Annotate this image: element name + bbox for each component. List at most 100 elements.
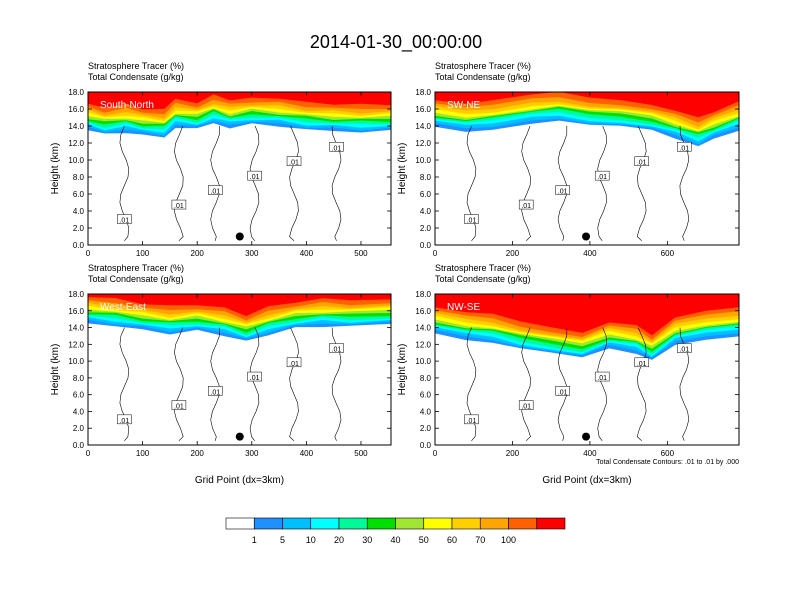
y-tick-label: 18.0 (68, 88, 84, 97)
colorbar-swatch (366, 517, 396, 530)
contour-label-box (677, 343, 692, 353)
section-label: South-North (100, 100, 154, 111)
y-tick-label: 12.0 (415, 340, 431, 349)
plot-area: .01 .01 .01 .01 .01 .01 West-East (88, 294, 391, 445)
y-tick-label: 6.0 (420, 391, 432, 400)
contour-label: .01 (250, 375, 260, 382)
y-tick-label: 14.0 (415, 324, 431, 333)
contour-label-box (171, 199, 187, 210)
colorbar-label: 40 (390, 535, 400, 545)
contour-label-box (518, 400, 534, 410)
x-tick-label: 600 (661, 449, 675, 458)
contour-label: .01 (467, 218, 477, 225)
contour-label: .01 (521, 203, 531, 210)
y-tick-label: 12.0 (68, 340, 84, 349)
colorbar-swatch (282, 517, 312, 530)
contour-label-box (634, 357, 649, 368)
y-tick-label: 16.0 (415, 105, 431, 114)
contour-label-box (634, 156, 649, 166)
contour-label: .01 (467, 418, 477, 425)
field-label-condensate: Total Condensate (g/kg) (435, 274, 531, 284)
contour-label: .01 (679, 145, 689, 152)
x-tick-label: 100 (136, 449, 150, 458)
section-label: SW-NE (447, 100, 480, 111)
contour-label-box (594, 170, 610, 181)
panel-south-north: Stratosphere Tracer (%)Total Condensate … (50, 61, 392, 258)
condensate-contour (174, 125, 184, 242)
x-tick-label: 0 (86, 249, 91, 258)
y-tick-label: 6.0 (73, 190, 85, 199)
tracer-band (435, 294, 739, 336)
colorbar-label: 70 (475, 535, 485, 545)
condensate-contour (597, 327, 607, 441)
y-tick-label: 4.0 (73, 407, 85, 416)
y-tick-label: 8.0 (420, 374, 432, 383)
y-tick-label: 0.0 (73, 441, 85, 450)
colorbar-swatch (508, 517, 538, 530)
y-tick-label: 16.0 (68, 105, 84, 114)
contour-label: .01 (119, 418, 129, 425)
contour-note: Total Condensate Contours: .01 to .01 by… (596, 459, 739, 466)
y-tick-label: 12.0 (68, 139, 84, 148)
x-axis-label: Grid Point (dx=3km) (542, 475, 631, 486)
field-label-tracer: Stratosphere Tracer (%) (88, 263, 184, 273)
contour-label-box (117, 214, 132, 224)
panel-sw-ne: Stratosphere Tracer (%)Total Condensate … (397, 61, 740, 258)
field-label-condensate: Total Condensate (g/kg) (88, 274, 184, 284)
y-tick-label: 12.0 (415, 139, 431, 148)
field-label-tracer: Stratosphere Tracer (%) (88, 61, 184, 71)
contour-label-box (208, 386, 223, 396)
contour-label-box (555, 185, 570, 195)
y-tick-label: 2.0 (73, 224, 85, 233)
condensate-contour (597, 125, 607, 241)
contour-label-box (464, 214, 479, 224)
colorbar-swatch (338, 517, 368, 530)
y-tick-label: 14.0 (415, 122, 431, 131)
y-tick-label: 8.0 (73, 173, 85, 182)
x-axis-label: Grid Point (dx=3km) (195, 475, 284, 486)
contour-label-box (594, 371, 610, 382)
contour-label: .01 (174, 203, 184, 210)
tracer-band (88, 92, 391, 110)
colorbar-swatch (479, 517, 509, 530)
y-tick-label: 14.0 (68, 324, 84, 333)
colorbar-swatch (253, 517, 283, 530)
condensate-contour (521, 327, 531, 442)
contour-label: .01 (210, 389, 220, 396)
x-tick-label: 0 (433, 249, 438, 258)
y-tick-label: 10.0 (68, 357, 84, 366)
plot-frame (434, 293, 740, 446)
colorbar-label: 1 (252, 535, 257, 545)
y-tick-label: 18.0 (68, 290, 84, 299)
condensate-contour (174, 327, 184, 442)
y-axis-label: Height (km) (50, 344, 61, 396)
contour-label: .01 (637, 160, 647, 167)
x-tick-label: 0 (86, 449, 91, 458)
tracer-band (88, 294, 391, 317)
x-tick-label: 200 (191, 449, 205, 458)
x-tick-label: 300 (245, 249, 259, 258)
x-tick-label: 400 (583, 449, 597, 458)
condensate-contour (119, 125, 130, 241)
contour-label-box (677, 142, 692, 152)
y-tick-label: 4.0 (420, 407, 432, 416)
x-tick-label: 200 (506, 249, 520, 258)
location-marker (582, 232, 591, 241)
contour-label-box (555, 386, 570, 396)
contour-label: .01 (597, 375, 607, 382)
y-tick-label: 10.0 (415, 357, 431, 366)
contour-label-box (464, 414, 479, 425)
panel-west-east: Stratosphere Tracer (%)Total Condensate … (50, 263, 392, 486)
condensate-contour (466, 125, 477, 241)
x-tick-label: 600 (661, 249, 675, 258)
contour-label: .01 (250, 174, 260, 181)
plot-area: .01 .01 .01 .01 .01 .01 South-North (88, 92, 391, 245)
y-tick-label: 0.0 (73, 241, 85, 250)
condensate-contour (119, 327, 130, 441)
condensate-contour (466, 327, 477, 441)
contour-label: .01 (289, 361, 299, 368)
y-tick-label: 16.0 (68, 307, 84, 316)
colorbar-label: 60 (447, 535, 457, 545)
section-label: NW-SE (447, 302, 480, 313)
